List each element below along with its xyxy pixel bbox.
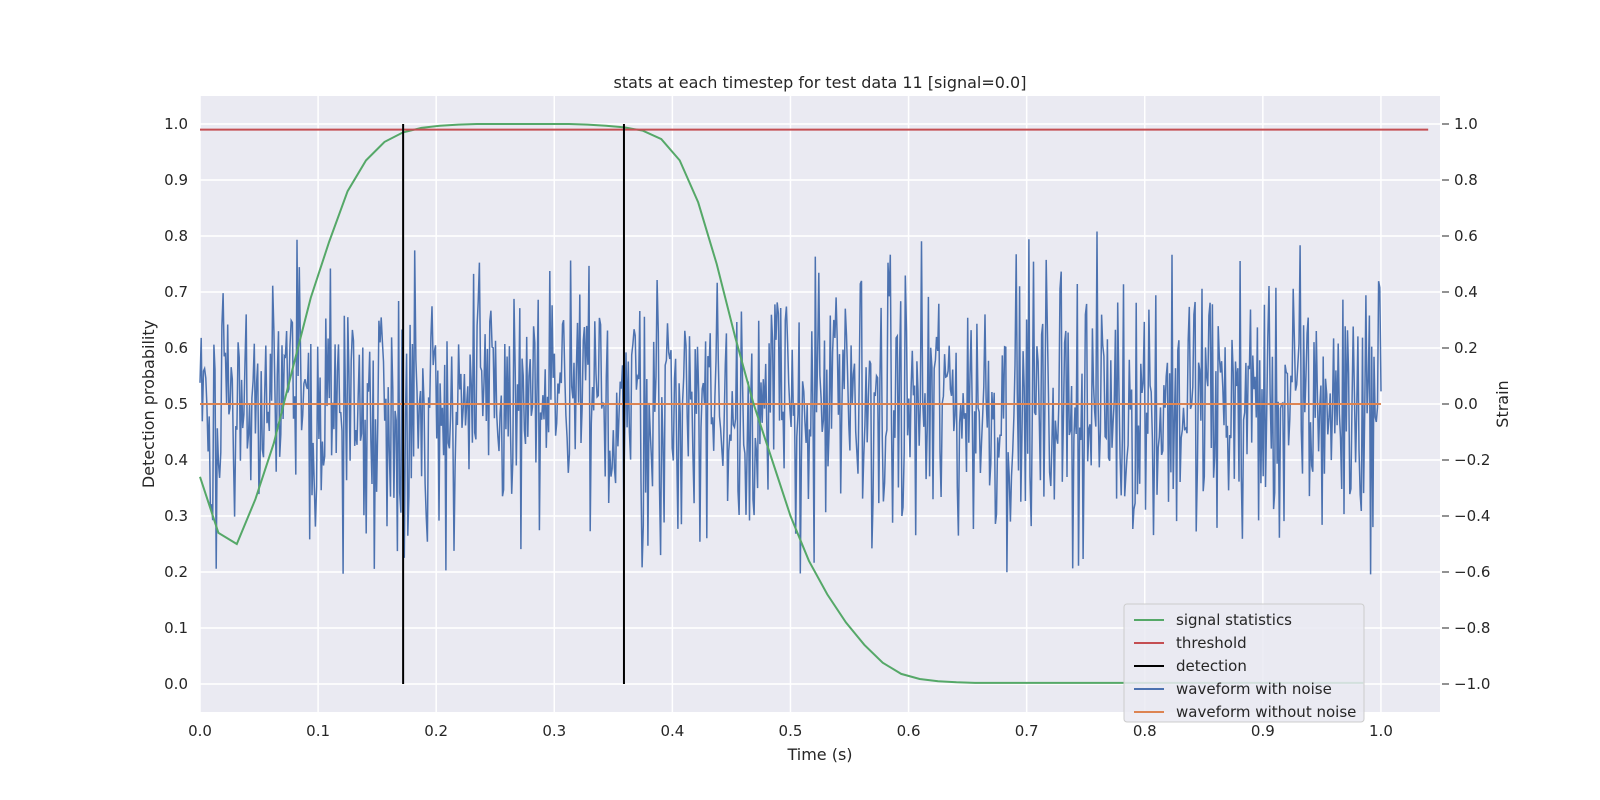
series-layer bbox=[199, 123, 1429, 684]
legend-label: threshold bbox=[1176, 634, 1247, 652]
y-tick-label: 1.0 bbox=[164, 115, 188, 133]
y-tick-label: 0.7 bbox=[164, 283, 188, 301]
legend-box bbox=[1123, 603, 1365, 723]
y2-tick-label: 0.8 bbox=[1454, 171, 1478, 189]
legend: signal statistics threshold detection wavef… bbox=[1123, 603, 1365, 723]
x-tick-label: 0.6 bbox=[897, 722, 921, 740]
x-tick-label: 0.2 bbox=[424, 722, 448, 740]
y-ticks: 0.0 0.1 0.2 0.3 0.4 0.5 0.6 0.7 0.8 0.9 1.0 bbox=[164, 115, 188, 693]
legend-label: signal statistics bbox=[1176, 611, 1292, 629]
y-tick-label: 0.4 bbox=[164, 451, 188, 469]
y2-tick-label: 0.2 bbox=[1454, 339, 1478, 357]
y2-tick-label: 1.0 bbox=[1454, 115, 1478, 133]
chart-title: stats at each timestep for test data 11 … bbox=[614, 73, 1027, 92]
series-waveform-with-noise bbox=[199, 231, 1382, 575]
x-ticks: 0.0 0.1 0.2 0.3 0.4 0.5 0.6 0.7 0.8 0.9 1.0 bbox=[188, 722, 1393, 740]
x-axis-label: Time (s) bbox=[786, 745, 852, 764]
y-tick-label: 0.8 bbox=[164, 227, 188, 245]
series-signal-statistics bbox=[199, 123, 1364, 684]
y2-tick-label: −0.6 bbox=[1454, 563, 1490, 581]
y2-tick-label: 0.4 bbox=[1454, 283, 1478, 301]
legend-label: waveform without noise bbox=[1176, 703, 1356, 721]
x-tick-label: 0.7 bbox=[1015, 722, 1039, 740]
y-tick-label: 0.3 bbox=[164, 507, 188, 525]
x-tick-label: 1.0 bbox=[1369, 722, 1393, 740]
legend-label: waveform with noise bbox=[1176, 680, 1332, 698]
legend-label: detection bbox=[1176, 657, 1247, 675]
y-tick-label: 0.6 bbox=[164, 339, 188, 357]
x-tick-label: 0.9 bbox=[1251, 722, 1275, 740]
x-tick-label: 0.8 bbox=[1133, 722, 1157, 740]
y2-tick-label: −0.4 bbox=[1454, 507, 1490, 525]
y2-tick-label: −1.0 bbox=[1454, 675, 1490, 693]
y2-tick-label: −0.8 bbox=[1454, 619, 1490, 637]
y2-tick-label: −0.2 bbox=[1454, 451, 1490, 469]
y-axis-label: Detection probability bbox=[139, 320, 158, 488]
y2-tick-label: 0.6 bbox=[1454, 227, 1478, 245]
y2-ticks: −1.0 −0.8 −0.6 −0.4 −0.2 0.0 0.2 0.4 0.6 0.8 1.0 bbox=[1442, 115, 1490, 693]
y-tick-label: 0.1 bbox=[164, 619, 188, 637]
x-tick-label: 0.3 bbox=[542, 722, 566, 740]
y-tick-label: 0.5 bbox=[164, 395, 188, 413]
y-tick-label: 0.9 bbox=[164, 171, 188, 189]
y-tick-label: 0.0 bbox=[164, 675, 188, 693]
x-tick-label: 0.0 bbox=[188, 722, 212, 740]
x-tick-label: 0.4 bbox=[660, 722, 684, 740]
y2-axis-label: Strain bbox=[1493, 380, 1512, 427]
x-tick-label: 0.1 bbox=[306, 722, 330, 740]
x-tick-label: 0.5 bbox=[779, 722, 803, 740]
y2-tick-label: 0.0 bbox=[1454, 395, 1478, 413]
y-tick-label: 0.2 bbox=[164, 563, 188, 581]
